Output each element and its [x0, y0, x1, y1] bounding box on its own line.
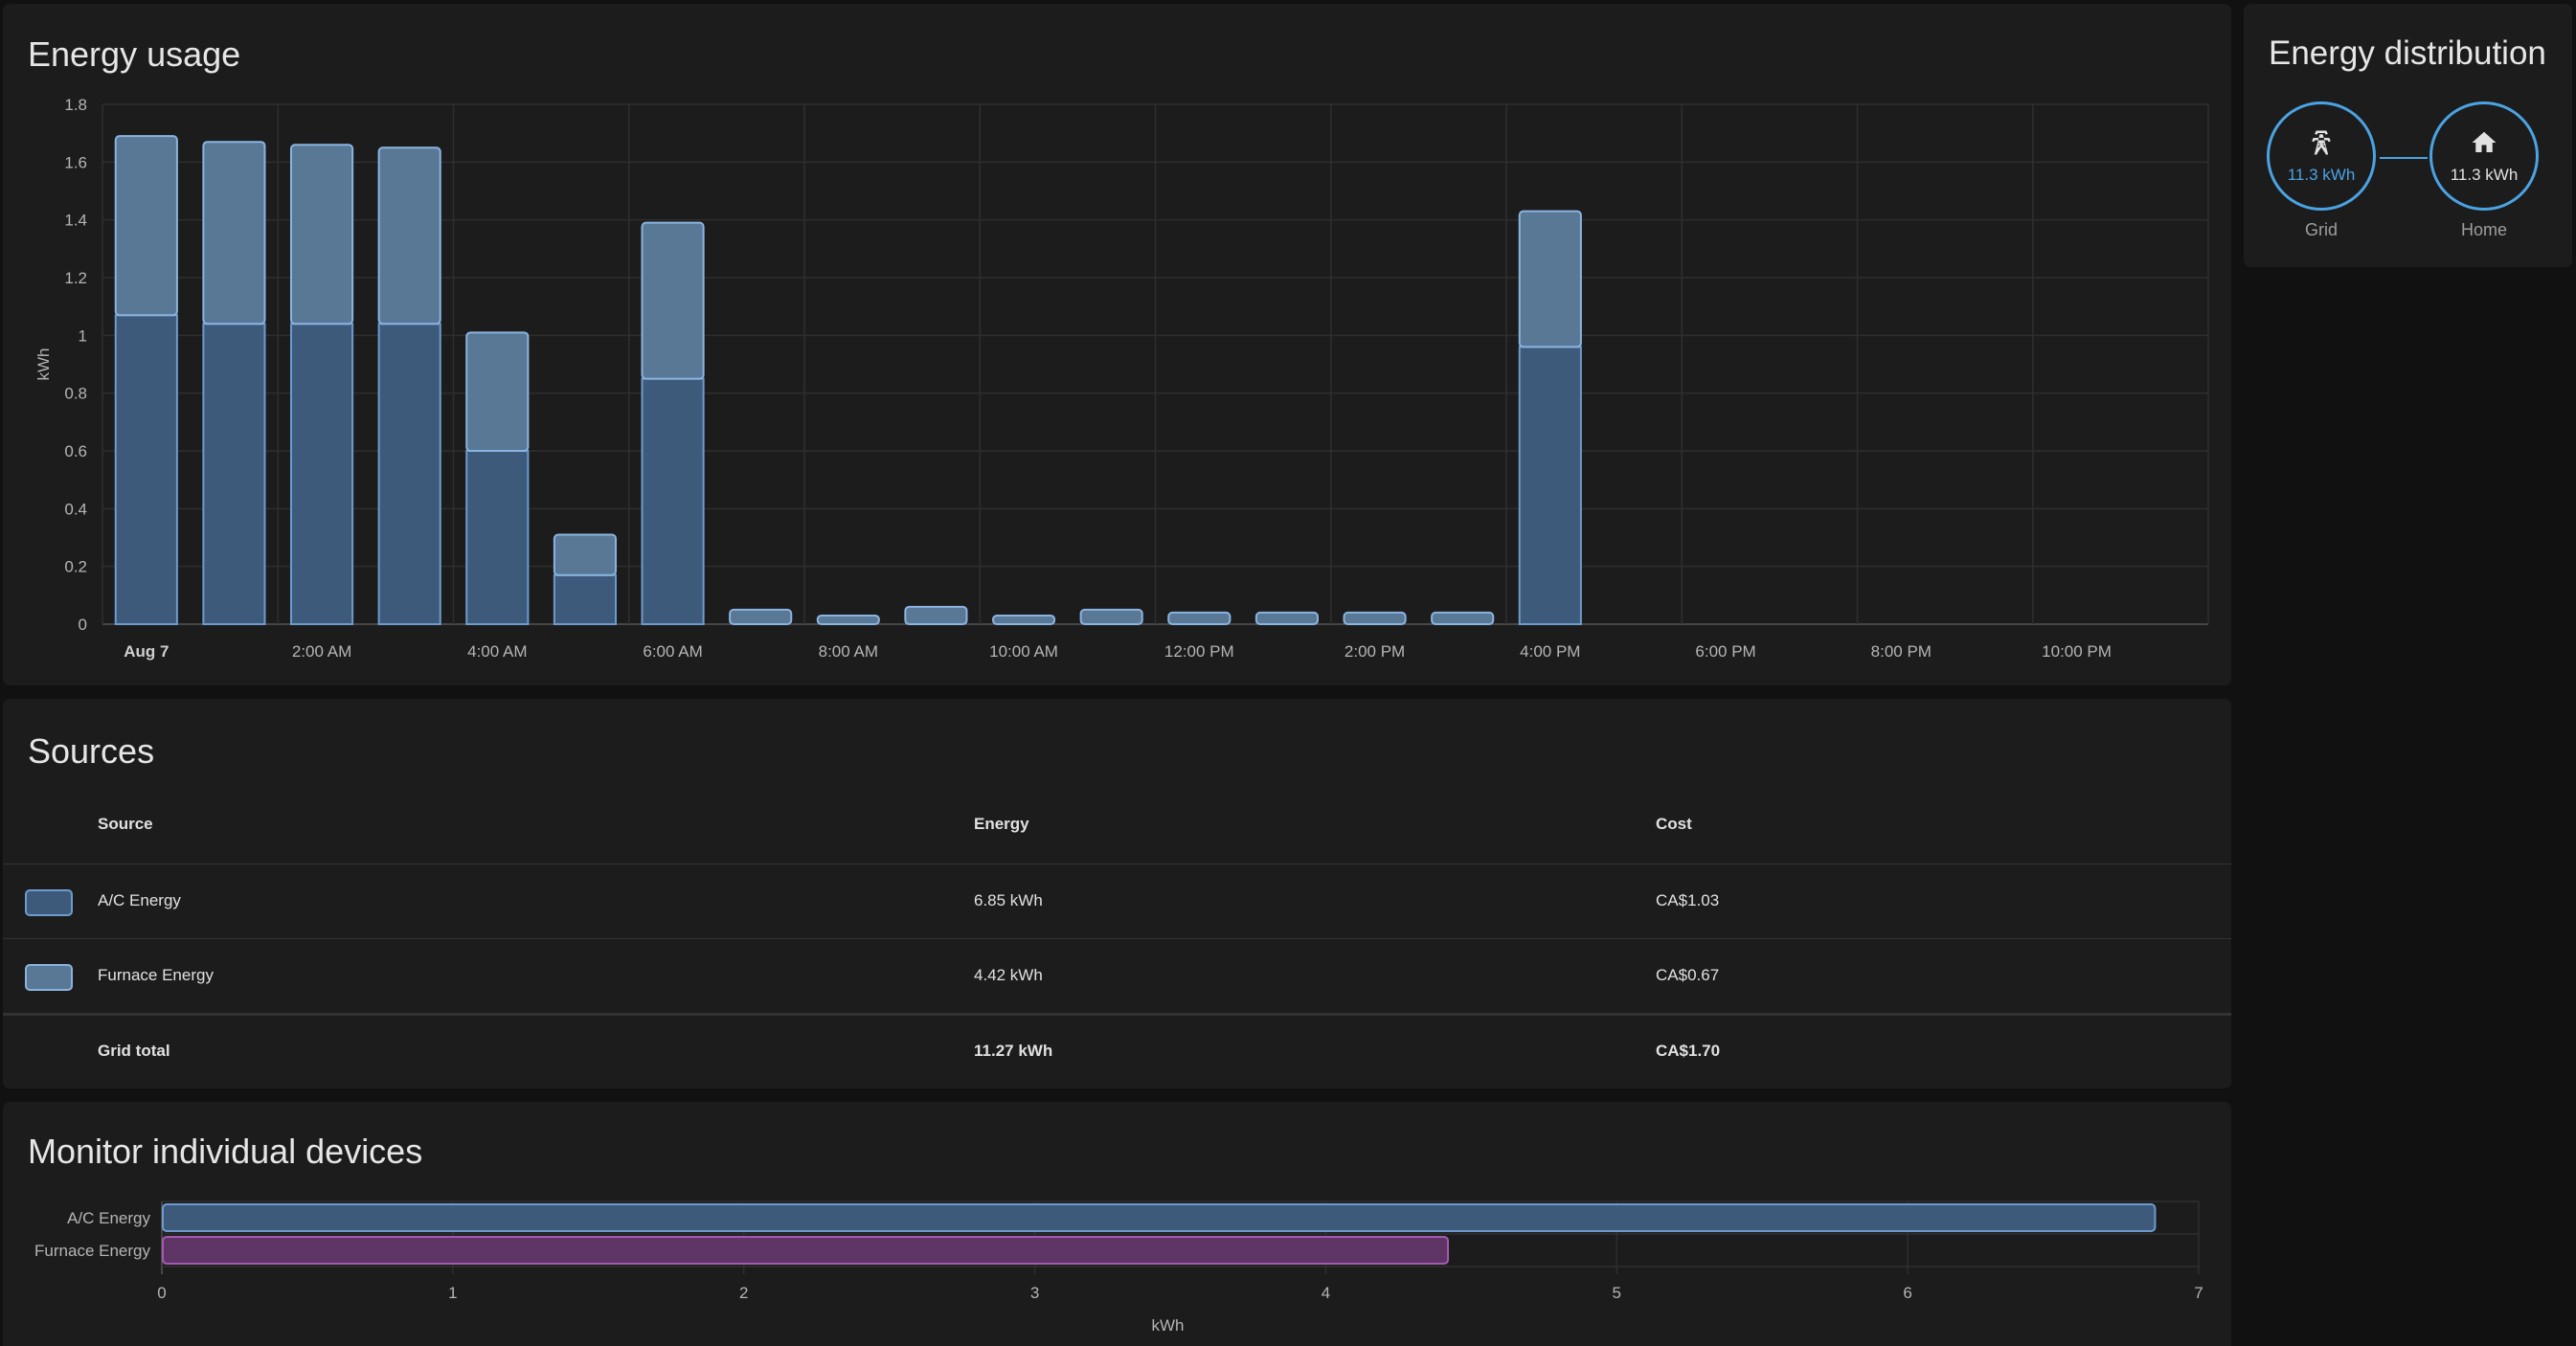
- row-divider: [3, 938, 2231, 939]
- bar-furnace-energy-segment[interactable]: [465, 331, 530, 453]
- bar-furnace-energy-segment[interactable]: [377, 146, 441, 325]
- x-tick-label: Aug 7: [124, 642, 169, 661]
- total-cost: CA$1.70: [1656, 1042, 1721, 1060]
- y-axis-label: kWh: [34, 348, 53, 381]
- x-tick-label: 5: [1613, 1284, 1621, 1302]
- x-tick-label: 3: [1030, 1284, 1039, 1302]
- grid-label: Grid: [2304, 220, 2338, 239]
- source-cost: CA$1.03: [1656, 891, 1720, 909]
- source-energy: 6.85 kWh: [974, 891, 1043, 909]
- x-tick-label: 7: [2194, 1284, 2203, 1302]
- sources-card: Sources Source Energy Cost A/C Energy 6.…: [3, 699, 2231, 1088]
- bar-furnace-energy-segment[interactable]: [1343, 611, 1407, 626]
- y-tick-label: 0.6: [64, 442, 87, 460]
- home-circle[interactable]: 11.3 kWh: [2429, 101, 2539, 211]
- y-tick-label: 1.2: [64, 269, 87, 287]
- bar-furnace-energy-segment[interactable]: [114, 135, 178, 317]
- bar-a-c-energy-segment[interactable]: [641, 377, 705, 625]
- home-icon: [2470, 128, 2498, 162]
- y-category-label: Furnace Energy: [34, 1242, 150, 1260]
- energy-usage-title: Energy usage: [28, 34, 241, 74]
- y-tick-label: 0.8: [64, 385, 87, 403]
- x-tick-label: 4:00 PM: [1520, 642, 1580, 661]
- total-energy: 11.27 kWh: [974, 1042, 1053, 1060]
- source-name: A/C Energy: [98, 891, 181, 909]
- grid-to-home-flow-line: [2380, 157, 2428, 159]
- sources-title: Sources: [28, 731, 155, 771]
- x-axis-label: kWh: [1152, 1316, 1185, 1335]
- bar-furnace-energy-segment[interactable]: [202, 141, 266, 325]
- cost-column-header[interactable]: Cost: [1656, 815, 1692, 833]
- y-tick-label: 0.2: [64, 558, 87, 576]
- bar-furnace-energy-segment[interactable]: [289, 144, 354, 325]
- bar-a-c-energy-segment[interactable]: [553, 573, 618, 626]
- bar-furnace-energy-segment[interactable]: [904, 605, 968, 626]
- x-tick-label: 6:00 PM: [1695, 642, 1755, 661]
- y-tick-label: 1.6: [64, 153, 87, 171]
- energy-distribution-card: Energy distribution 11.3 kWh 11.3 kWh Gr…: [2244, 4, 2572, 267]
- total-divider: [3, 1013, 2231, 1016]
- energy-distribution-title: Energy distribution: [2269, 34, 2546, 72]
- bar-a-c-energy-segment[interactable]: [289, 323, 354, 625]
- bar-a-c-energy-segment[interactable]: [377, 323, 441, 625]
- device-bar-furnace-energy[interactable]: [162, 1236, 1450, 1265]
- devices-card: Monitor individual devices 0 1 2 3 4 5 6 7 kWh A/…: [3, 1102, 2231, 1346]
- home-label: Home: [2460, 220, 2507, 239]
- x-tick-label: 1: [448, 1284, 457, 1302]
- total-label: Grid total: [98, 1042, 170, 1060]
- source-name: Furnace Energy: [98, 966, 214, 984]
- transmission-tower-icon: [2307, 128, 2336, 162]
- x-tick-label: 10:00 AM: [989, 642, 1058, 661]
- source-column-header[interactable]: Source: [98, 815, 153, 833]
- device-bar-a-c-energy[interactable]: [162, 1203, 2157, 1232]
- source-energy: 4.42 kWh: [974, 966, 1043, 984]
- x-tick-label: 8:00 PM: [1871, 642, 1932, 661]
- x-tick-label: 2:00 PM: [1344, 642, 1405, 661]
- bar-furnace-energy-segment[interactable]: [991, 614, 1056, 626]
- bar-furnace-energy-segment[interactable]: [1431, 611, 1495, 626]
- source-color-swatch: [25, 889, 73, 916]
- energy-usage-chart: 0 0.2 0.4 0.6 0.8 1 1.2 1.4 1.6 1.8 Aug 7 2:00 AM 4:…: [34, 96, 2209, 661]
- bar-furnace-energy-segment[interactable]: [1079, 608, 1143, 626]
- grid-circle[interactable]: 11.3 kWh: [2267, 101, 2376, 211]
- x-tick-label: 4: [1322, 1284, 1330, 1302]
- y-tick-label: 0.4: [64, 500, 87, 518]
- y-tick-label: 1.8: [64, 96, 87, 114]
- x-tick-label: 4:00 AM: [467, 642, 527, 661]
- y-category-label: A/C Energy: [67, 1209, 150, 1227]
- x-tick-label: 8:00 AM: [819, 642, 878, 661]
- bar-furnace-energy-segment[interactable]: [1254, 611, 1320, 626]
- bar-a-c-energy-segment[interactable]: [202, 323, 266, 625]
- energy-column-header[interactable]: Energy: [974, 815, 1029, 833]
- bar-furnace-energy-segment[interactable]: [553, 533, 618, 576]
- x-tick-label: 12:00 PM: [1164, 642, 1234, 661]
- home-value: 11.3 kWh: [2450, 165, 2519, 184]
- bar-a-c-energy-segment[interactable]: [1518, 346, 1582, 625]
- y-tick-label: 1.4: [64, 212, 87, 230]
- bar-furnace-energy-segment[interactable]: [1167, 611, 1232, 626]
- bar-furnace-energy-segment[interactable]: [1518, 210, 1582, 348]
- source-cost: CA$0.67: [1656, 966, 1720, 984]
- x-tick-label: 10:00 PM: [2042, 642, 2112, 661]
- bar-a-c-energy-segment[interactable]: [114, 314, 178, 625]
- x-tick-label: 6:00 AM: [643, 642, 702, 661]
- bar-a-c-energy-segment[interactable]: [465, 450, 530, 625]
- devices-title: Monitor individual devices: [28, 1132, 423, 1171]
- bar-furnace-energy-segment[interactable]: [729, 608, 793, 626]
- devices-chart: 0 1 2 3 4 5 6 7 kWh A/C Energy Furnace Energy: [34, 1200, 2203, 1335]
- bar-furnace-energy-segment[interactable]: [816, 614, 880, 626]
- grid-value: 11.3 kWh: [2287, 165, 2356, 184]
- x-tick-label: 2:00 AM: [292, 642, 351, 661]
- x-tick-label: 0: [157, 1284, 166, 1302]
- y-tick-label: 1: [79, 326, 87, 345]
- x-tick-label: 2: [739, 1284, 748, 1302]
- bar-furnace-energy-segment[interactable]: [641, 221, 705, 380]
- y-tick-label: 0: [79, 616, 87, 634]
- x-tick-label: 6: [1903, 1284, 1911, 1302]
- source-color-swatch: [25, 964, 73, 991]
- energy-usage-card: Energy usage 0 0.2 0.4 0.6 0.8 1 1.2 1.4 1.6 1.8 A…: [3, 4, 2231, 685]
